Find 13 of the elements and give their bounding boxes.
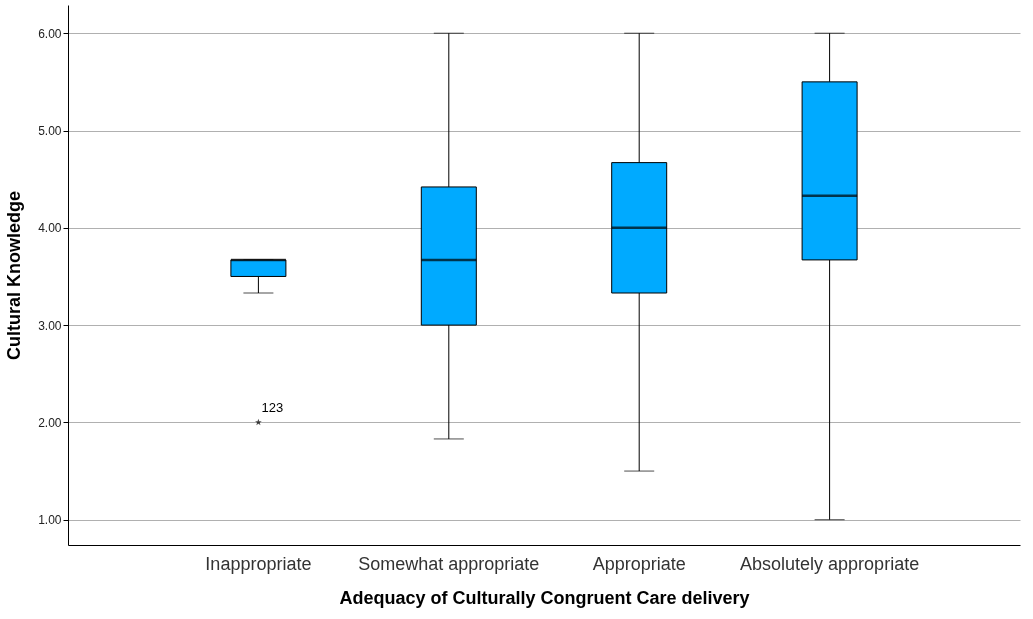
x-axis-title: Adequacy of Culturally Congruent Care delivery [339, 587, 750, 608]
y-tick-label: 5.00 [38, 124, 62, 139]
x-tick-label: Inappropriate [205, 553, 312, 574]
x-tick-label: Absolutely appropriate [740, 553, 920, 574]
x-tick-label: Somewhat appropriate [358, 553, 540, 574]
annotation: 123 [261, 400, 284, 416]
y-axis-title: Cultural Knowledge [4, 190, 25, 361]
y-tick-label: 6.00 [38, 26, 62, 41]
y-tick-label: 3.00 [38, 318, 62, 333]
y-tick-label: 4.00 [38, 221, 62, 236]
y-tick-label: 1.00 [38, 513, 62, 528]
y-tick-label: 2.00 [38, 415, 62, 430]
x-tick-label: Appropriate [592, 553, 686, 574]
